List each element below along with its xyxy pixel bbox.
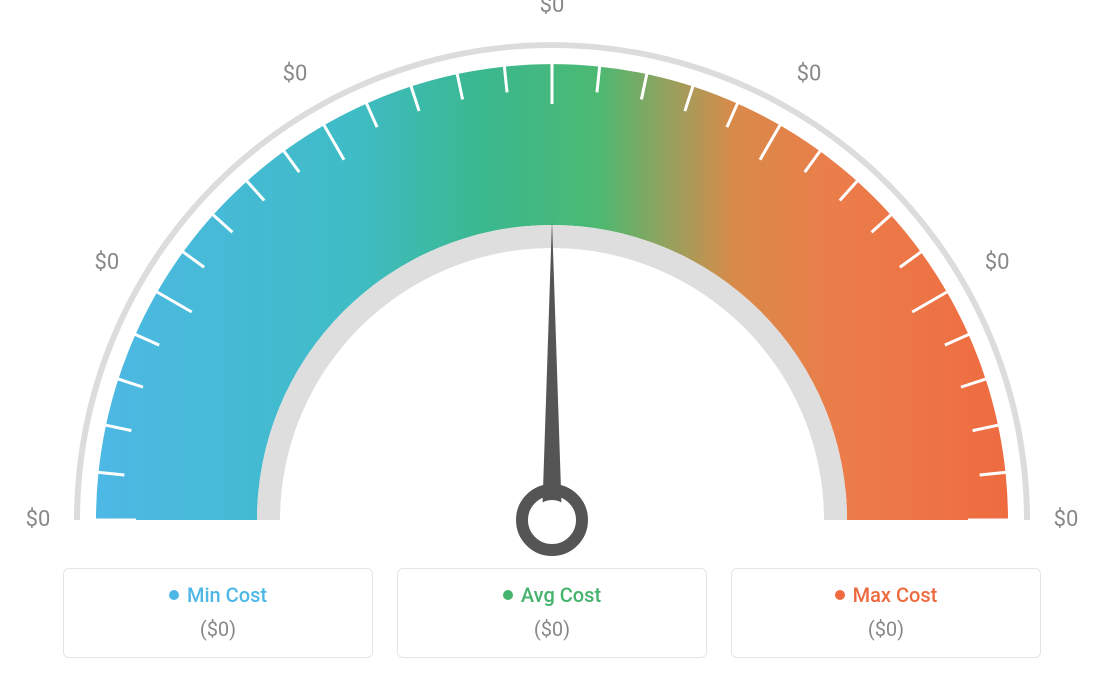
legend-value-max: ($0) bbox=[732, 617, 1040, 641]
legend-card-avg: Avg Cost ($0) bbox=[397, 568, 707, 658]
legend-label: Max Cost bbox=[853, 583, 938, 607]
legend-label: Avg Cost bbox=[521, 583, 601, 607]
svg-text:$0: $0 bbox=[283, 62, 308, 87]
legend-title-max: Max Cost bbox=[835, 583, 938, 607]
legend-value-avg: ($0) bbox=[398, 617, 706, 641]
dot-icon bbox=[169, 590, 179, 600]
legend-title-avg: Avg Cost bbox=[503, 583, 601, 607]
dot-icon bbox=[835, 590, 845, 600]
gauge-chart: $0 $0 $0 $0 $0 $0 $0 bbox=[0, 0, 1104, 560]
svg-text:$0: $0 bbox=[540, 0, 565, 18]
dot-icon bbox=[503, 590, 513, 600]
gauge-svg: $0 $0 $0 $0 $0 $0 $0 bbox=[0, 0, 1104, 570]
legend-title-min: Min Cost bbox=[169, 583, 267, 607]
svg-text:$0: $0 bbox=[985, 250, 1010, 275]
svg-text:$0: $0 bbox=[1054, 507, 1079, 532]
svg-text:$0: $0 bbox=[797, 62, 822, 87]
svg-text:$0: $0 bbox=[94, 250, 119, 275]
legend-value-min: ($0) bbox=[64, 617, 372, 641]
legend-card-max: Max Cost ($0) bbox=[731, 568, 1041, 658]
legend-row: Min Cost ($0) Avg Cost ($0) Max Cost ($0… bbox=[0, 568, 1104, 658]
svg-text:$0: $0 bbox=[26, 507, 51, 532]
legend-card-min: Min Cost ($0) bbox=[63, 568, 373, 658]
legend-label: Min Cost bbox=[187, 583, 267, 607]
